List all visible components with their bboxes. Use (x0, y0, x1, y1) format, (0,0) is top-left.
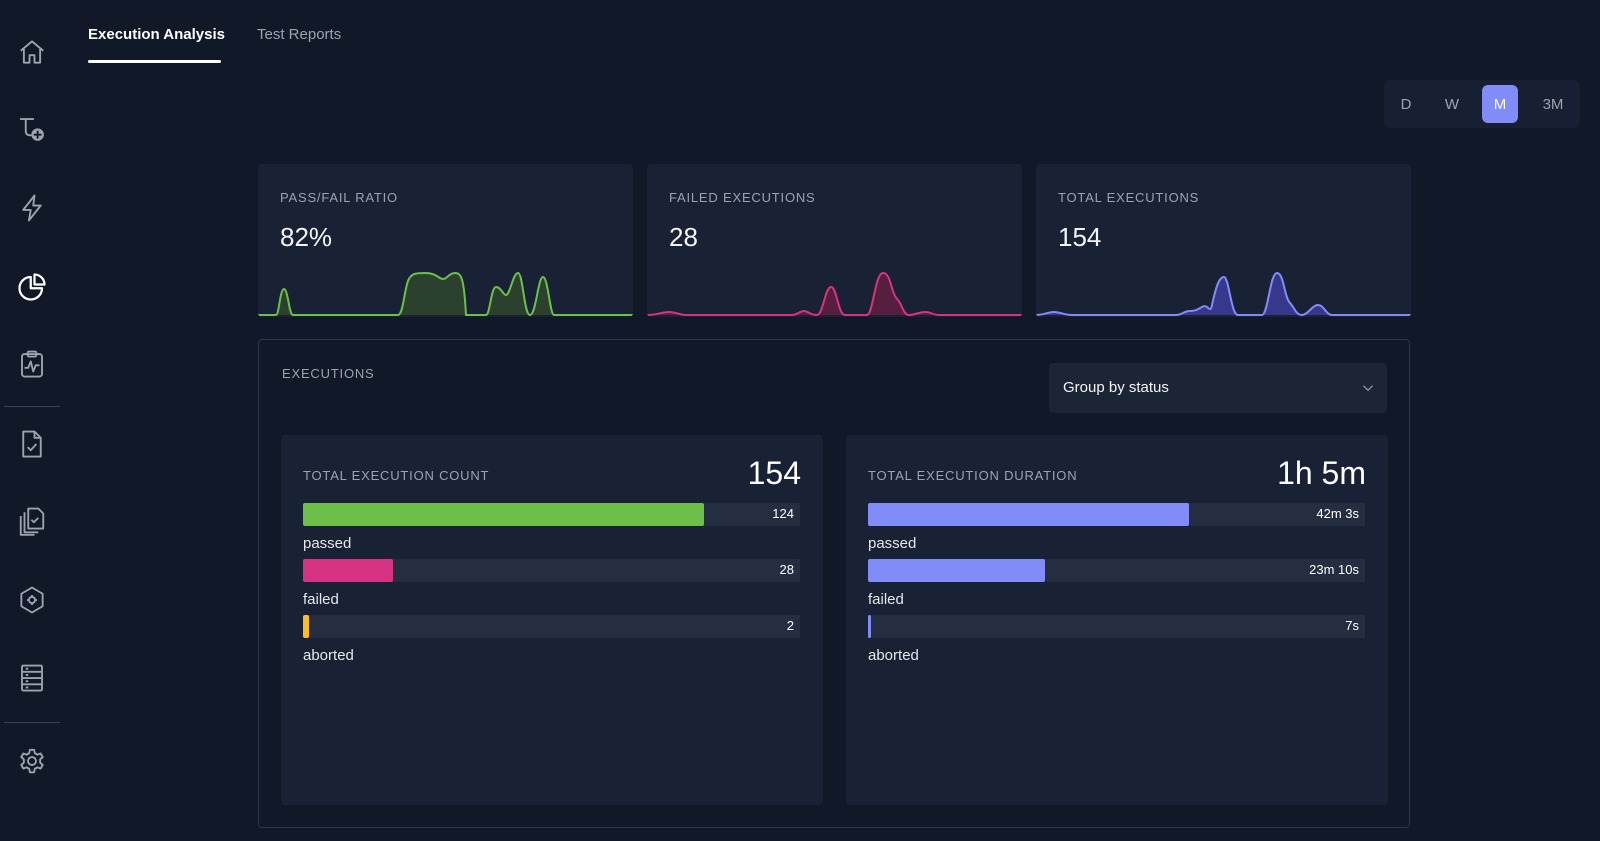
tab-test-reports[interactable]: Test Reports (257, 26, 342, 43)
group-by-value: Group by status (1063, 379, 1169, 396)
bar-value: 42m 3s (1316, 506, 1359, 521)
bar-value: 124 (772, 506, 794, 521)
count-bar-aborted (303, 615, 309, 638)
failed-executions-sparkline (647, 271, 1022, 317)
duration-bar-failed (868, 559, 1045, 582)
sidebar-divider (4, 406, 60, 407)
bar-label: passed (868, 535, 917, 552)
clipboard-pulse-icon[interactable] (16, 348, 48, 380)
bar-label: aborted (303, 647, 354, 664)
duration-bar-aborted (868, 615, 871, 638)
chevron-down-icon (1363, 385, 1373, 392)
total-executions-card: TOTAL EXECUTIONS 154 (1036, 164, 1411, 317)
total-executions-sparkline (1036, 271, 1411, 317)
time-range-selector: D W M 3M (1384, 80, 1580, 128)
bar-label: failed (868, 591, 904, 608)
bar-value: 23m 10s (1309, 562, 1359, 577)
stat-label: PASS/FAIL RATIO (280, 190, 398, 205)
executions-title: EXECUTIONS (282, 366, 375, 381)
count-label: TOTAL EXECUTION COUNT (303, 468, 490, 483)
count-bar-passed (303, 503, 704, 526)
pie-chart-icon[interactable] (16, 271, 48, 303)
stat-value: 28 (669, 222, 698, 252)
bar-value: 2 (786, 618, 794, 633)
duration-total: 1h 5m (1277, 455, 1366, 491)
home-icon[interactable] (16, 36, 48, 68)
bar-track: 42m 3s (868, 503, 1365, 526)
sidebar (0, 0, 64, 841)
pass-fail-sparkline (258, 271, 633, 317)
shield-gear-icon[interactable] (16, 584, 48, 616)
execution-count-card: TOTAL EXECUTION COUNT 154 124 passed 28 … (281, 435, 823, 805)
count-bar-failed (303, 559, 393, 582)
bar-track: 28 (303, 559, 800, 582)
lightning-icon[interactable] (16, 192, 48, 224)
stat-value: 82% (280, 222, 333, 252)
tab-active-indicator (88, 60, 221, 63)
bar-value: 28 (779, 562, 794, 577)
server-icon[interactable] (16, 662, 48, 694)
gear-icon[interactable] (16, 745, 48, 777)
failed-executions-card: FAILED EXECUTIONS 28 (647, 164, 1022, 317)
bar-label: failed (303, 591, 339, 608)
documents-check-icon[interactable] (16, 505, 48, 537)
add-flow-icon[interactable] (16, 113, 48, 145)
duration-label: TOTAL EXECUTION DURATION (868, 468, 1078, 483)
bar-value: 7s (1345, 618, 1359, 633)
bar-label: passed (303, 535, 352, 552)
range-day-button[interactable]: D (1400, 95, 1412, 113)
stat-label: FAILED EXECUTIONS (669, 190, 816, 205)
execution-duration-card: TOTAL EXECUTION DURATION 1h 5m 42m 3s pa… (846, 435, 1388, 805)
bar-label: aborted (868, 647, 919, 664)
bar-track: 7s (868, 615, 1365, 638)
range-3month-button[interactable]: 3M (1542, 95, 1564, 113)
bar-track: 124 (303, 503, 800, 526)
duration-bar-passed (868, 503, 1189, 526)
range-week-button[interactable]: W (1444, 95, 1460, 113)
count-total: 154 (747, 455, 801, 491)
range-month-button[interactable]: M (1482, 85, 1518, 123)
group-by-select[interactable]: Group by status (1049, 363, 1387, 413)
bar-track: 23m 10s (868, 559, 1365, 582)
bar-track: 2 (303, 615, 800, 638)
sidebar-divider (4, 722, 60, 723)
executions-panel: EXECUTIONS Group by status TOTAL EXECUTI… (258, 339, 1410, 828)
stat-value: 154 (1058, 222, 1102, 252)
pass-fail-ratio-card: PASS/FAIL RATIO 82% (258, 164, 633, 317)
tab-execution-analysis[interactable]: Execution Analysis (88, 26, 225, 43)
stat-label: TOTAL EXECUTIONS (1058, 190, 1200, 205)
document-check-icon[interactable] (16, 428, 48, 460)
